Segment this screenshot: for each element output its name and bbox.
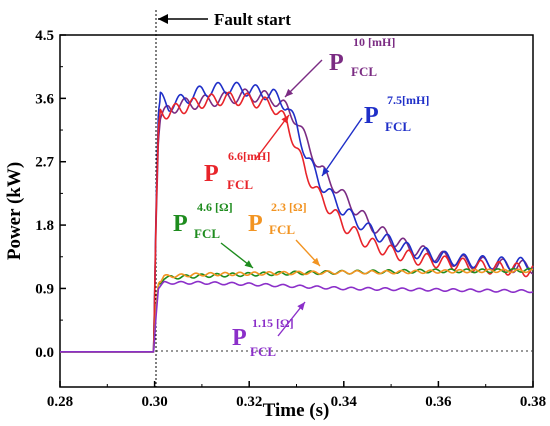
leader-arrowhead	[281, 115, 289, 124]
series-label-sup: 1.15 [Ω]	[252, 316, 294, 330]
leader-line	[321, 117, 363, 177]
series-label-sub: FCL	[227, 177, 253, 192]
series-label-sup: 6.6[mH]	[228, 149, 270, 163]
y-tick-label: 0.0	[35, 345, 54, 361]
series-line	[59, 81, 534, 353]
x-axis-ticks: 0.28 0.30 0.32 0.34 0.36 0.38	[47, 381, 546, 410]
label-leaders	[220, 59, 363, 337]
y-tick-label: 1.8	[35, 218, 54, 234]
series-line	[59, 280, 534, 353]
series-line	[59, 267, 534, 353]
y-tick-label: 0.9	[35, 281, 54, 297]
series-label-sup: 10 [mH]	[353, 35, 395, 49]
leader-line	[254, 114, 290, 161]
y-tick-label: 4.5	[35, 28, 54, 44]
leader-arrowhead	[244, 260, 253, 268]
y-axis-ticks: 0.0 0.9 1.8 2.7 3.6 4.5	[35, 28, 66, 361]
series-label-main: P	[232, 325, 247, 351]
series-label-main: P	[364, 103, 379, 129]
series-label: P 6.6[mH] FCL	[204, 149, 270, 192]
series-label: P 1.15 [Ω] FCL	[232, 316, 294, 359]
x-axis-title: Time (s)	[263, 400, 330, 421]
series-label-sub: FCL	[194, 226, 220, 241]
series-line	[59, 268, 534, 353]
fault-start-label: Fault start	[214, 10, 291, 29]
y-tick-label: 2.7	[35, 155, 54, 171]
series-label: P 7.5[mH] FCL	[364, 93, 429, 134]
series-label: P 2.3 [Ω] FCL	[248, 200, 307, 237]
x-tick-label: 0.38	[520, 394, 546, 410]
leader-arrowhead	[297, 302, 305, 311]
series-label-sub: FCL	[385, 119, 411, 134]
series-label: P 10 [mH] FCL	[329, 35, 395, 79]
series-lines	[59, 81, 534, 353]
series-label-main: P	[173, 211, 188, 237]
x-tick-label: 0.30	[141, 394, 167, 410]
x-tick-label: 0.36	[425, 394, 452, 410]
leader-arrowhead	[312, 257, 320, 266]
x-tick-label: 0.34	[331, 394, 358, 410]
fault-start-annotation: Fault start	[158, 10, 291, 29]
y-axis-title: Power (kW)	[4, 162, 25, 260]
x-tick-label: 0.32	[236, 394, 262, 410]
leader-line	[284, 59, 323, 98]
series-label-sup: 2.3 [Ω]	[271, 200, 307, 214]
fault-start-arrow-head	[158, 14, 168, 24]
series-label-main: P	[204, 161, 219, 187]
leader-arrowhead	[285, 88, 294, 97]
series-label-sub: FCL	[250, 344, 276, 359]
series-label-sup: 7.5[mH]	[387, 93, 429, 107]
series-label-sub: FCL	[351, 64, 377, 79]
series-label-main: P	[248, 211, 263, 237]
series-label: P 4.6 [Ω] FCL	[173, 200, 233, 241]
x-tick-label: 0.28	[47, 394, 73, 410]
series-label-sub: FCL	[269, 222, 295, 237]
leader-arrowhead	[322, 167, 330, 176]
y-tick-label: 3.6	[35, 91, 54, 107]
series-label-sup: 4.6 [Ω]	[197, 200, 233, 214]
series-label-main: P	[329, 50, 344, 76]
